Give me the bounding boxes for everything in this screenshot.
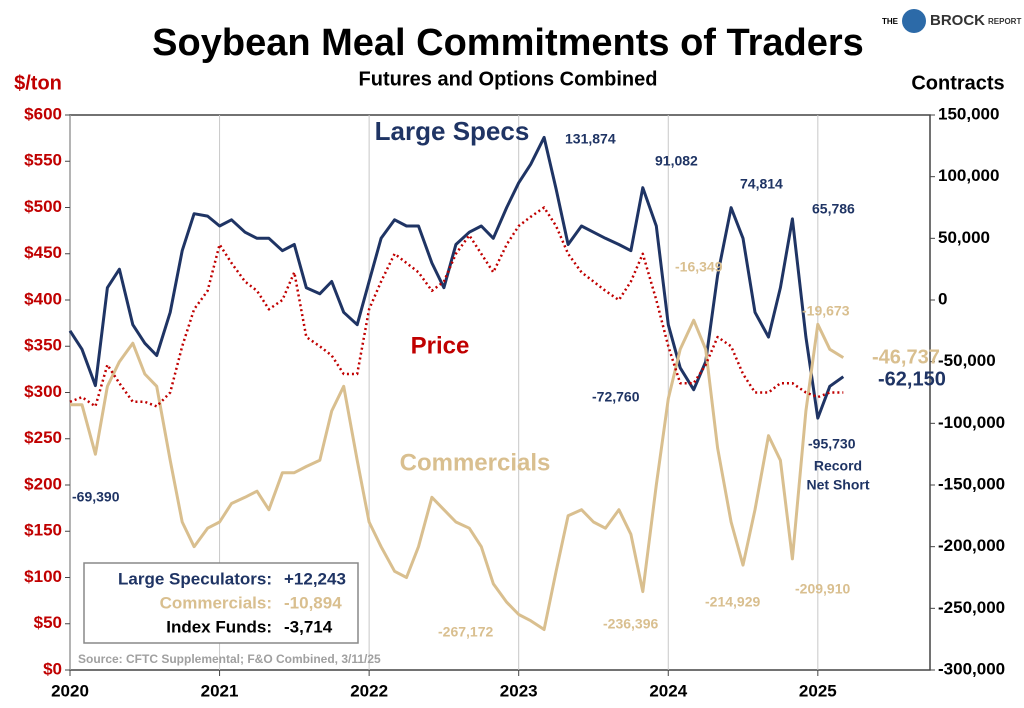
annotation: -95,730 xyxy=(808,436,856,452)
annotation: 91,082 xyxy=(655,153,698,169)
annotation: -46,737 xyxy=(872,346,940,368)
info-value: -10,894 xyxy=(284,593,342,612)
y2-tick-label: -200,000 xyxy=(938,536,1005,555)
annotation: -69,390 xyxy=(72,489,120,505)
y2-tick-label: 150,000 xyxy=(938,104,999,123)
y2-axis-label: Contracts xyxy=(911,72,1004,94)
y2-tick-label: 50,000 xyxy=(938,228,990,247)
info-label: Commercials: xyxy=(160,593,272,612)
annotation: -236,396 xyxy=(603,616,658,632)
series-line xyxy=(70,318,845,631)
x-tick-label: 2023 xyxy=(500,681,538,700)
annotation: -16,349 xyxy=(675,259,723,275)
x-tick-label: 2025 xyxy=(799,681,837,700)
x-tick-label: 2022 xyxy=(350,681,388,700)
brand-text: THE xyxy=(882,17,899,26)
y-tick-label: $200 xyxy=(24,474,62,493)
y-tick-label: $350 xyxy=(24,336,62,355)
info-box xyxy=(83,562,359,644)
y-tick-label: $250 xyxy=(24,428,62,447)
y-tick-label: $0 xyxy=(43,659,62,678)
series-label: Commercials xyxy=(400,449,551,476)
chart-subtitle: Futures and Options Combined xyxy=(359,68,658,90)
annotation: -72,760 xyxy=(592,389,640,405)
brand-text: REPORT xyxy=(988,17,1021,26)
y-tick-label: $500 xyxy=(24,197,62,216)
y2-tick-label: -300,000 xyxy=(938,659,1005,678)
y-tick-label: $100 xyxy=(24,567,62,586)
series-line xyxy=(69,206,844,408)
globe xyxy=(902,9,926,33)
brand-text: BROCK xyxy=(930,12,985,29)
chart-title: Soybean Meal Commitments of Traders xyxy=(152,22,864,64)
y-tick-label: $50 xyxy=(34,613,62,632)
annotation: Record xyxy=(814,458,862,474)
annotation: 65,786 xyxy=(812,201,855,217)
y-tick-label: $400 xyxy=(24,289,62,308)
y2-tick-label: -100,000 xyxy=(938,413,1005,432)
y-axis-label: $/ton xyxy=(14,72,62,94)
y-tick-label: $600 xyxy=(24,104,62,123)
series-line xyxy=(68,135,845,420)
y2-tick-label: -250,000 xyxy=(938,598,1005,617)
x-tick-label: 2024 xyxy=(649,681,687,700)
annotation: -62,150 xyxy=(878,368,946,390)
annotation: -214,929 xyxy=(705,594,760,610)
x-tick-label: 2021 xyxy=(201,681,239,700)
y-tick-label: $550 xyxy=(24,151,62,170)
info-value: +12,243 xyxy=(284,569,346,588)
brand-logo: THE BROCK REPORT xyxy=(882,9,1021,33)
info-label: Large Speculators: xyxy=(118,569,272,588)
info-label: Index Funds: xyxy=(166,617,272,636)
y2-tick-label: -150,000 xyxy=(938,474,1005,493)
info-value: -3,714 xyxy=(284,617,333,636)
y-tick-label: $450 xyxy=(24,243,62,262)
y2-tick-label: 0 xyxy=(938,289,947,308)
annotation: 131,874 xyxy=(565,131,616,147)
y-tick-label: $150 xyxy=(24,521,62,540)
y-tick-label: $300 xyxy=(24,382,62,401)
annotation: Net Short xyxy=(807,477,870,493)
annotation: -19,673 xyxy=(802,303,850,319)
source-note: Source: CFTC Supplemental; F&O Combined,… xyxy=(78,652,381,666)
annotation: 74,814 xyxy=(740,176,783,192)
series-label: Large Specs xyxy=(375,116,530,146)
annotation: -267,172 xyxy=(438,624,493,640)
x-tick-label: 2020 xyxy=(51,681,89,700)
y2-tick-label: -50,000 xyxy=(938,351,996,370)
y2-tick-label: 100,000 xyxy=(938,166,999,185)
annotation: -209,910 xyxy=(795,581,850,597)
series-label: Price xyxy=(411,332,470,359)
